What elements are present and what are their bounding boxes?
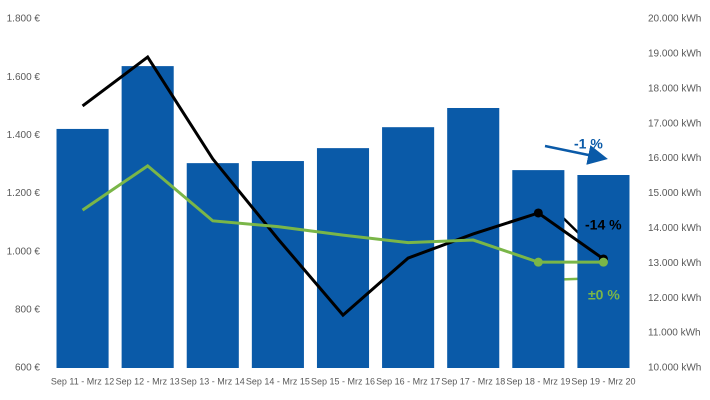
annotation: -1 % <box>574 136 603 152</box>
annotation: -14 % <box>585 217 622 233</box>
bar <box>316 148 370 368</box>
bar <box>121 66 174 369</box>
y-tick-label: 1.200 € <box>7 188 41 199</box>
x-tick-label: Sep 15 - Mrz 16 <box>311 376 375 386</box>
y2-tick-label: 16.000 kWh <box>648 153 701 164</box>
x-tick-label: Sep 11 - Mrz 12 <box>51 376 114 386</box>
arrow <box>544 144 608 165</box>
bar <box>447 107 500 369</box>
x-tick-label: Sep 13 - Mrz 14 <box>181 376 245 386</box>
line <box>81 54 605 318</box>
y-tick-label: 800 € <box>15 304 40 315</box>
y2-tick-label: 15.000 kWh <box>648 188 701 199</box>
x-tick-label: Sep 17 - Mrz 18 <box>441 376 505 386</box>
x-tick-label: Sep 18 - Mrz 19 <box>506 376 570 386</box>
point <box>533 257 543 267</box>
y-tick-label: 1.600 € <box>7 72 41 83</box>
point <box>598 257 608 267</box>
bar <box>577 175 630 368</box>
x-tick-label: Sep 19 - Mrz 20 <box>571 376 635 386</box>
y2-tick-label: 20.000 kWh <box>648 14 701 25</box>
line <box>81 163 604 264</box>
y-tick-label: 600 € <box>15 363 40 374</box>
bar <box>382 127 435 368</box>
y2-tick-label: 14.000 kWh <box>648 223 701 234</box>
y-tick-label: 1.000 € <box>7 246 41 257</box>
x-tick-label: Sep 14 - Mrz 15 <box>246 376 310 386</box>
bar <box>56 128 109 368</box>
bar <box>251 161 304 368</box>
y-tick-label: 1.400 € <box>7 130 41 141</box>
y2-tick-label: 10.000 kWh <box>648 363 701 374</box>
y2-tick-label: 11.000 kWh <box>648 328 701 339</box>
y2-tick-label: 18.000 kWh <box>648 83 701 94</box>
y2-tick-label: 13.000 kWh <box>648 258 701 269</box>
bar <box>186 163 239 368</box>
y2-tick-label: 17.000 kWh <box>648 118 701 129</box>
bar <box>512 170 565 368</box>
point <box>533 208 543 218</box>
y2-tick-label: 19.000 kWh <box>648 49 701 60</box>
x-tick-label: Sep 16 - Mrz 17 <box>376 376 440 386</box>
annotation: ±0 % <box>588 287 620 303</box>
y-tick-label: 1.800 € <box>7 14 41 25</box>
x-tick-label: Sep 12 - Mrz 13 <box>116 376 180 386</box>
y2-tick-label: 12.000 kWh <box>648 293 701 304</box>
